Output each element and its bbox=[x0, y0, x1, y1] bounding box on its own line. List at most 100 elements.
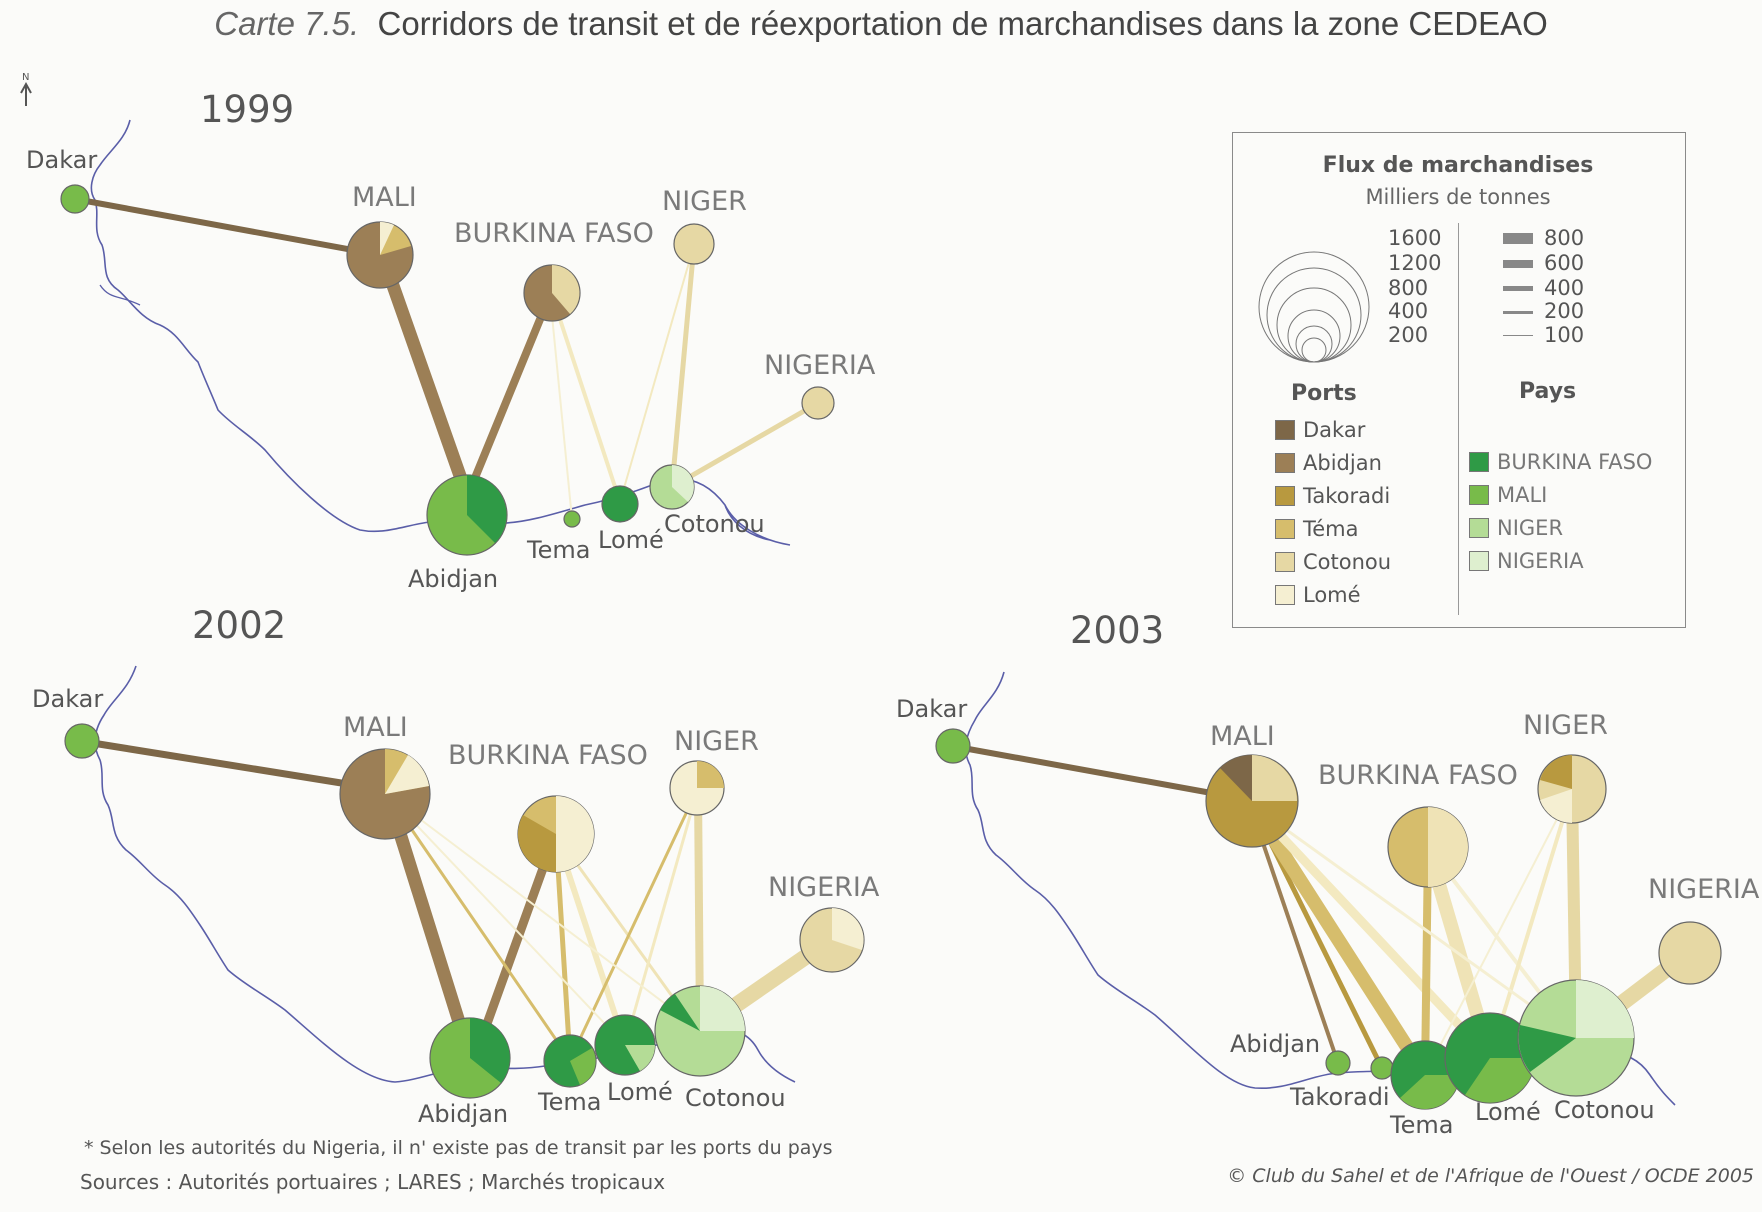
flow-lome-niger bbox=[1488, 789, 1574, 1059]
year-label-2003: 2003 bbox=[1070, 609, 1164, 652]
node-niger bbox=[673, 223, 715, 265]
flow-cotonou-mali bbox=[387, 794, 701, 1031]
pie-slice bbox=[660, 994, 700, 1031]
label-nigeria: NIGERIA bbox=[768, 872, 880, 903]
pays-label: NIGER bbox=[1497, 516, 1564, 540]
pays-swatch bbox=[1469, 518, 1489, 538]
legend-flow-value: 100 bbox=[1544, 323, 1585, 347]
pays-label: MALI bbox=[1497, 483, 1548, 507]
pie-slice bbox=[697, 761, 724, 788]
pie-slice bbox=[700, 986, 745, 1031]
label-lome: Lomé bbox=[607, 1078, 673, 1106]
node-takoradi bbox=[1370, 1056, 1394, 1080]
legend-flow-bar bbox=[1503, 233, 1533, 244]
label-niger: NIGER bbox=[662, 186, 747, 217]
port-swatch bbox=[1275, 585, 1295, 605]
pie-slice bbox=[467, 475, 507, 543]
port-label: Takoradi bbox=[1303, 484, 1391, 508]
flow-lome-burkina bbox=[550, 294, 622, 503]
port-label: Téma bbox=[1303, 517, 1359, 541]
flow-dakar-mali bbox=[79, 737, 386, 794]
pie-slice bbox=[1252, 755, 1297, 801]
label-dakar: Dakar bbox=[896, 695, 967, 723]
flow-abidjan-burkina bbox=[470, 833, 560, 1059]
legend-circle-value: 400 bbox=[1388, 299, 1429, 323]
pie-slice bbox=[1540, 789, 1572, 823]
legend-flow-bar bbox=[1503, 286, 1533, 291]
node-dakar bbox=[935, 728, 971, 764]
label-tema: Tema bbox=[537, 1088, 601, 1116]
legend-subtitle: Milliers de tonnes bbox=[1365, 185, 1551, 209]
pie-slice bbox=[385, 755, 429, 794]
label-abidjan: Abidjan bbox=[418, 1100, 508, 1128]
node-nigeria bbox=[1658, 921, 1722, 985]
legend-pays-heading: Pays bbox=[1519, 379, 1577, 404]
label-takoradi: Takoradi bbox=[1289, 1083, 1390, 1111]
legend-circle-scale bbox=[1258, 251, 1370, 363]
label-burkina: BURKINA FASO bbox=[454, 218, 654, 249]
flow-abidjan-mali bbox=[381, 793, 477, 1059]
pie-slice bbox=[1428, 807, 1468, 887]
flow-cotonou-nigeria bbox=[670, 400, 820, 490]
pie-slice bbox=[552, 265, 580, 314]
flow-abidjan-mali bbox=[377, 257, 472, 493]
flow-lome-mali bbox=[387, 794, 626, 1046]
legend-ports-heading: Ports bbox=[1291, 381, 1357, 406]
flow-lome-niger bbox=[619, 244, 695, 503]
label-abidjan: Abidjan bbox=[1230, 1030, 1320, 1058]
legend-circle-value: 800 bbox=[1388, 276, 1429, 300]
pays-label: NIGERIA bbox=[1497, 549, 1584, 573]
legend-flow-bar bbox=[1503, 260, 1533, 268]
flow-dakar-mali bbox=[951, 743, 1251, 803]
label-niger: NIGER bbox=[1523, 710, 1608, 741]
port-label: Cotonou bbox=[1303, 550, 1392, 574]
flow-tema-niger bbox=[568, 787, 700, 1061]
legend-flow-value: 800 bbox=[1544, 226, 1585, 250]
flows-1999 bbox=[74, 196, 820, 520]
port-swatch bbox=[1275, 453, 1295, 473]
pie-slice bbox=[570, 1048, 596, 1085]
flow-dakar-mali bbox=[74, 196, 381, 258]
label-tema: Tema bbox=[1389, 1111, 1453, 1139]
port-legend-item: Lomé bbox=[1275, 582, 1361, 608]
node-dakar bbox=[64, 723, 100, 759]
map-1999: 1999 Dakar bbox=[26, 88, 876, 593]
year-label-1999: 1999 bbox=[200, 88, 294, 131]
legend-circle-value: 1600 bbox=[1388, 226, 1442, 250]
label-nigeria: NIGERIA bbox=[1648, 874, 1760, 905]
flow-cotonou-niger bbox=[669, 244, 697, 488]
flow-tema-niger bbox=[1424, 789, 1573, 1076]
flow-cotonou-mali bbox=[1251, 803, 1577, 1040]
coastline-1999 bbox=[90, 119, 791, 546]
label-cotonou: Cotonou bbox=[664, 510, 765, 538]
river-1999 bbox=[99, 284, 141, 306]
port-legend-item: Abidjan bbox=[1275, 450, 1382, 476]
label-mali: MALI bbox=[352, 182, 417, 213]
flow-tema-mali bbox=[1246, 801, 1431, 1079]
label-burkina: BURKINA FASO bbox=[448, 740, 648, 771]
label-lome: Lomé bbox=[598, 526, 664, 554]
node-nigeria bbox=[801, 386, 835, 420]
label-mali: MALI bbox=[343, 712, 408, 743]
legend-flow-value: 200 bbox=[1544, 299, 1585, 323]
node-abidjan bbox=[1325, 1050, 1351, 1076]
north-arrow-icon: N bbox=[20, 72, 32, 106]
label-mali: MALI bbox=[1210, 721, 1275, 752]
pie-slice bbox=[556, 796, 594, 872]
pie-slice bbox=[1576, 980, 1634, 1038]
nodes-1999 bbox=[60, 184, 835, 556]
flow-tema-burkina bbox=[549, 294, 573, 520]
port-swatch bbox=[1275, 552, 1295, 572]
flow-lome-niger bbox=[623, 787, 700, 1046]
pie-slice bbox=[1400, 1075, 1459, 1109]
flow-tema-mali bbox=[386, 794, 572, 1061]
footnote: * Selon les autorités du Nigeria, il n' … bbox=[84, 1137, 833, 1159]
map-2003: 2003 bbox=[896, 609, 1760, 1139]
nodes-2003 bbox=[935, 728, 1722, 1110]
port-label: Dakar bbox=[1303, 418, 1366, 442]
legend-circle-value: 1200 bbox=[1388, 251, 1442, 275]
pie-slice bbox=[1220, 755, 1252, 801]
pie-slice bbox=[1465, 1058, 1535, 1103]
label-dakar: Dakar bbox=[32, 685, 103, 713]
